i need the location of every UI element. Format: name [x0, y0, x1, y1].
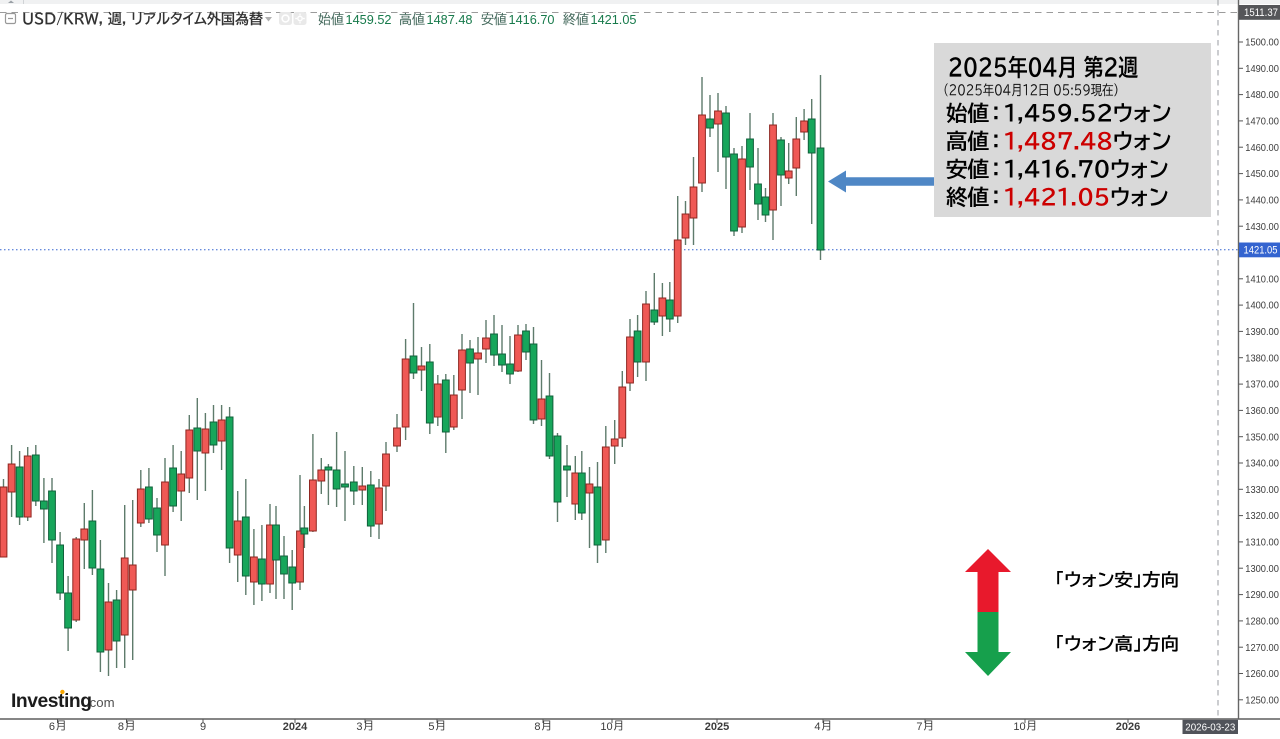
svg-text:1440.00: 1440.00	[1245, 196, 1279, 207]
svg-text:1330.00: 1330.00	[1245, 485, 1279, 496]
svg-text:1450.00: 1450.00	[1245, 169, 1279, 180]
svg-text:1320.00: 1320.00	[1245, 511, 1279, 522]
svg-text:1250.00: 1250.00	[1245, 695, 1279, 706]
svg-text:Investing: Investing	[11, 691, 92, 712]
svg-text:3: 3	[356, 721, 362, 733]
svg-text:4: 4	[814, 721, 820, 733]
svg-text:2025: 2025	[705, 721, 729, 733]
svg-text:1380.00: 1380.00	[1245, 353, 1279, 364]
svg-text:1511.37: 1511.37	[1244, 7, 1278, 19]
svg-text:10: 10	[600, 721, 612, 733]
svg-text:1460.00: 1460.00	[1245, 143, 1279, 154]
svg-text:1459.52: 1459.52	[346, 12, 392, 27]
svg-text:1430.00: 1430.00	[1245, 222, 1279, 233]
svg-text:1310.00: 1310.00	[1245, 538, 1279, 549]
svg-text:1390.00: 1390.00	[1245, 327, 1279, 338]
svg-text:1480.00: 1480.00	[1245, 90, 1279, 101]
svg-text:1270.00: 1270.00	[1245, 643, 1279, 654]
svg-text:10: 10	[1013, 721, 1025, 733]
svg-text:1490.00: 1490.00	[1245, 64, 1279, 75]
svg-text:1410.00: 1410.00	[1245, 274, 1279, 285]
svg-text:1260.00: 1260.00	[1245, 669, 1279, 680]
svg-text:2026: 2026	[1116, 721, 1140, 733]
svg-text:1400.00: 1400.00	[1245, 301, 1279, 312]
svg-text:8: 8	[534, 721, 540, 733]
svg-text:1280.00: 1280.00	[1245, 617, 1279, 628]
svg-text:1360.00: 1360.00	[1245, 406, 1279, 417]
svg-text:1300.00: 1300.00	[1245, 564, 1279, 575]
svg-text:1370.00: 1370.00	[1245, 380, 1279, 391]
svg-text:1416.70: 1416.70	[509, 12, 555, 27]
svg-text:1470.00: 1470.00	[1245, 117, 1279, 128]
svg-text:1290.00: 1290.00	[1245, 590, 1279, 601]
svg-text:1421.05: 1421.05	[591, 12, 637, 27]
svg-text:1500.00: 1500.00	[1245, 38, 1279, 49]
svg-text:9: 9	[200, 721, 206, 733]
svg-text:5: 5	[428, 721, 434, 733]
svg-text:.com: .com	[86, 695, 115, 710]
svg-text:2024: 2024	[283, 721, 308, 733]
svg-text:1421.05: 1421.05	[1244, 245, 1278, 257]
svg-text:1487.48: 1487.48	[427, 12, 473, 27]
svg-text:2026-03-23: 2026-03-23	[1185, 723, 1235, 734]
svg-text:6: 6	[49, 721, 55, 733]
svg-text:1340.00: 1340.00	[1245, 459, 1279, 470]
svg-text:7: 7	[916, 721, 922, 733]
svg-text:8: 8	[118, 721, 124, 733]
svg-text:1350.00: 1350.00	[1245, 432, 1279, 443]
